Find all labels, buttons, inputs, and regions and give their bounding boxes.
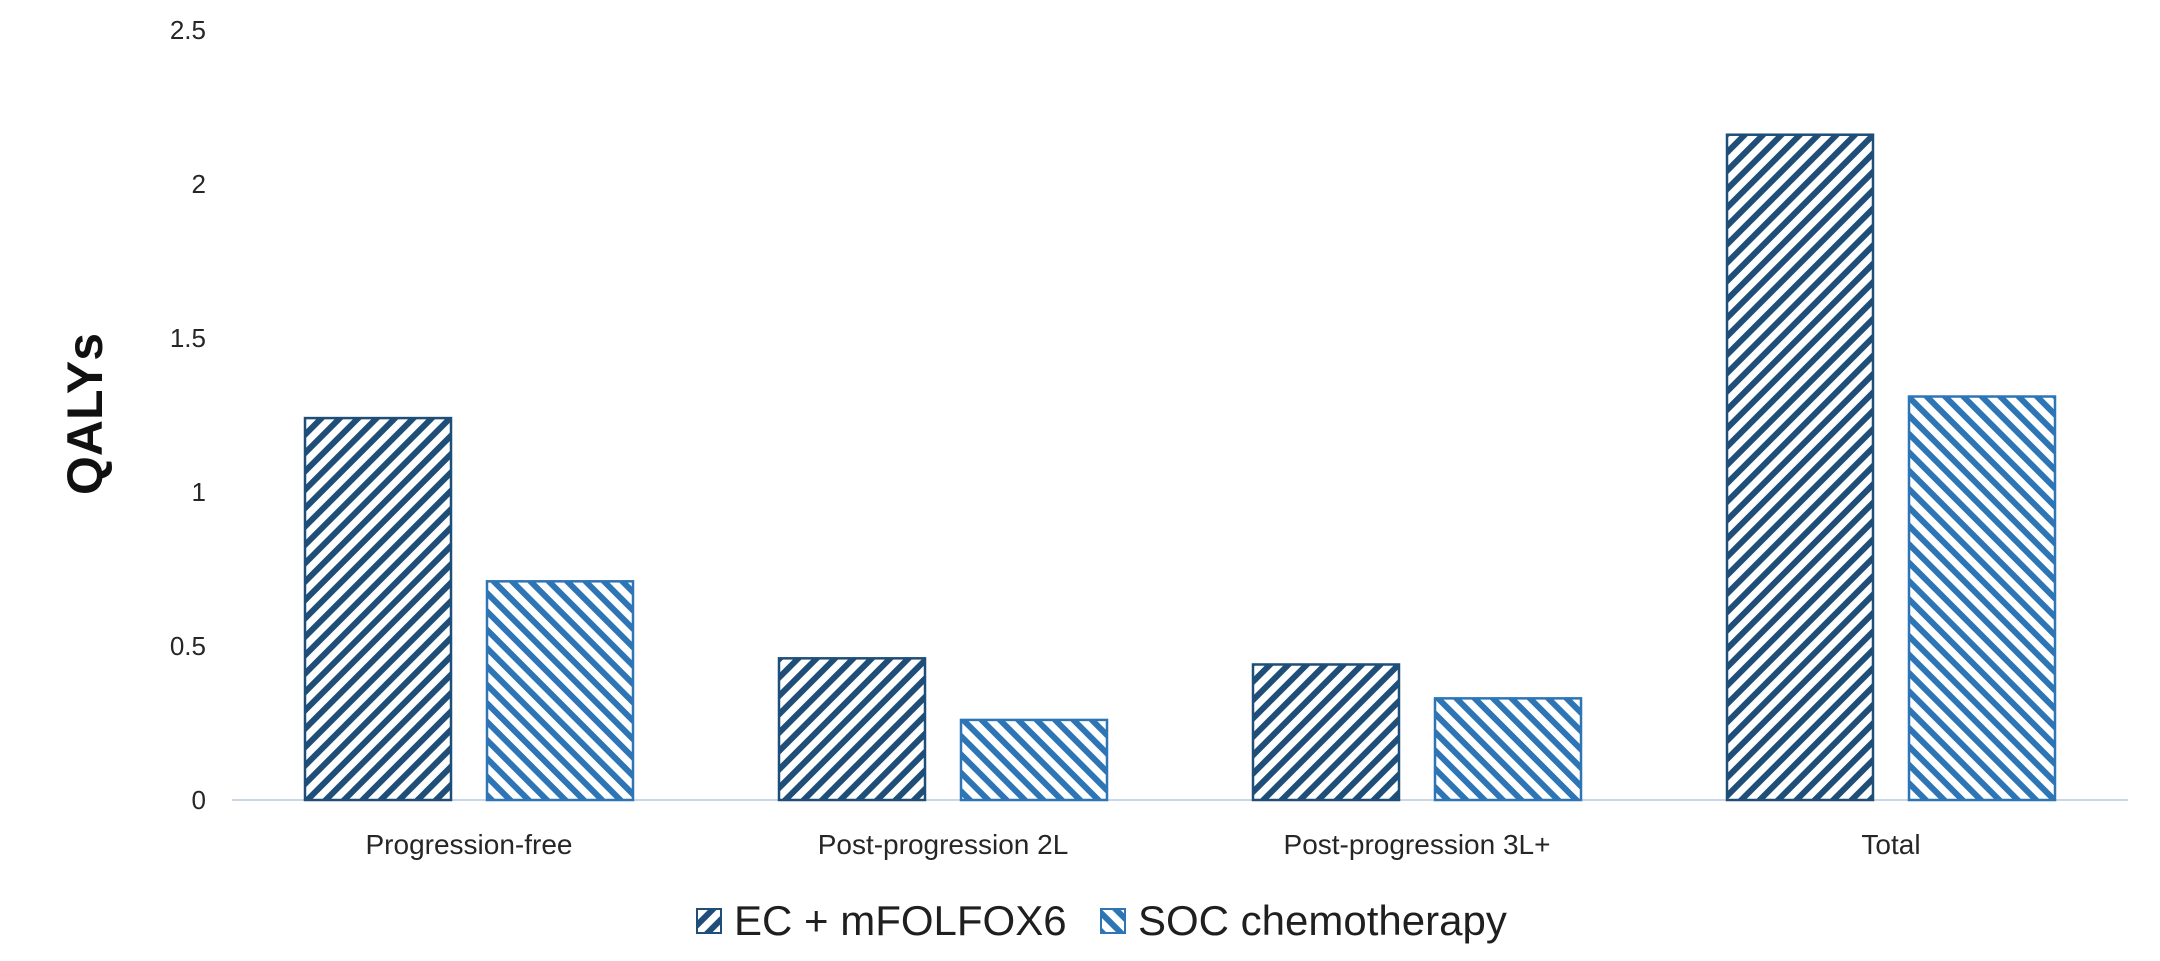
y-axis-title: QALYs xyxy=(57,333,113,495)
bar-ec-mfolfox6-post-progression-3l[interactable] xyxy=(1251,663,1401,802)
bar-ec-mfolfox6-total[interactable] xyxy=(1725,133,1875,802)
bar-soc-chemotherapy-post-progression-3l[interactable] xyxy=(1433,697,1583,802)
legend-label-soc-chemotherapy: SOC chemotherapy xyxy=(1138,897,1507,944)
category-label-progression-free: Progression-free xyxy=(366,829,573,860)
bar-soc-chemotherapy-total[interactable] xyxy=(1907,395,2057,802)
legend: EC + mFOLFOX6 SOC chemotherapy xyxy=(696,897,1507,944)
y-tick-label: 1.5 xyxy=(170,323,206,353)
bar-soc-chemotherapy-progression-free[interactable] xyxy=(485,580,635,802)
category-label-post-progression-2l: Post-progression 2L xyxy=(818,829,1069,860)
y-tick-label: 0 xyxy=(192,785,206,815)
bar-ec-mfolfox6-progression-free[interactable] xyxy=(303,416,453,802)
bars xyxy=(303,133,2057,802)
legend-swatch-ec-mfolfox6 xyxy=(696,908,722,934)
bar-soc-chemotherapy-post-progression-2l[interactable] xyxy=(959,718,1109,802)
y-tick-label: 0.5 xyxy=(170,631,206,661)
y-tick-label: 2.5 xyxy=(170,15,206,45)
category-label-total: Total xyxy=(1861,829,1920,860)
y-axis-ticks: 0 0.5 1 1.5 2 2.5 xyxy=(170,15,206,815)
legend-swatch-soc-chemotherapy xyxy=(1100,908,1126,934)
legend-label-ec-mfolfox6: EC + mFOLFOX6 xyxy=(734,897,1067,944)
legend-item-soc-chemotherapy[interactable]: SOC chemotherapy xyxy=(1100,897,1507,944)
y-tick-label: 2 xyxy=(192,169,206,199)
category-labels: Progression-free Post-progression 2L Post-… xyxy=(366,829,1921,860)
y-tick-label: 1 xyxy=(192,477,206,507)
legend-item-ec-mfolfox6[interactable]: EC + mFOLFOX6 xyxy=(696,897,1067,944)
bar-ec-mfolfox6-post-progression-2l[interactable] xyxy=(777,657,927,802)
category-label-post-progression-3l: Post-progression 3L+ xyxy=(1284,829,1551,860)
